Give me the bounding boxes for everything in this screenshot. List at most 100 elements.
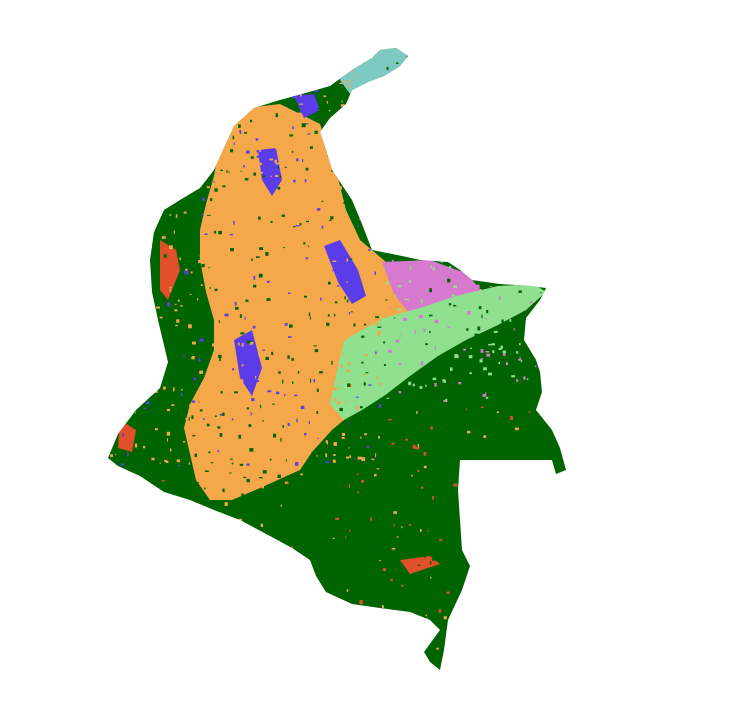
- raster-pixel: [375, 653, 378, 655]
- raster-pixel: [217, 169, 220, 173]
- raster-pixel: [493, 330, 498, 333]
- raster-pixel: [480, 358, 484, 360]
- raster-pixel: [101, 389, 104, 390]
- raster-pixel: [453, 415, 457, 418]
- raster-pixel: [149, 163, 151, 166]
- raster-pixel: [230, 193, 233, 198]
- raster-pixel: [272, 403, 275, 405]
- raster-pixel: [368, 126, 372, 128]
- raster-pixel: [380, 181, 382, 183]
- raster-pixel: [154, 76, 157, 78]
- raster-pixel: [295, 574, 299, 579]
- raster-pixel: [556, 168, 559, 171]
- raster-pixel: [364, 433, 367, 436]
- raster-pixel: [293, 486, 297, 489]
- raster-pixel: [184, 495, 188, 499]
- raster-pixel: [258, 477, 263, 479]
- raster-pixel: [463, 463, 468, 465]
- raster-pixel: [415, 447, 420, 450]
- raster-pixel: [113, 668, 118, 670]
- raster-pixel: [503, 477, 506, 480]
- raster-pixel: [158, 349, 161, 352]
- raster-pixel: [209, 287, 211, 289]
- raster-pixel: [513, 612, 515, 617]
- raster-pixel: [259, 636, 261, 638]
- raster-pixel: [345, 536, 347, 539]
- raster-pixel: [452, 261, 454, 266]
- raster-pixel: [272, 667, 277, 670]
- raster-pixel: [196, 75, 199, 77]
- raster-pixel: [569, 539, 571, 543]
- raster-pixel: [391, 547, 396, 550]
- raster-pixel: [346, 589, 349, 592]
- raster-pixel: [304, 370, 308, 374]
- raster-pixel: [534, 192, 538, 196]
- raster-pixel: [487, 67, 491, 70]
- raster-pixel: [374, 352, 376, 357]
- raster-pixel: [373, 648, 376, 650]
- raster-pixel: [401, 69, 403, 72]
- raster-pixel: [541, 600, 545, 605]
- raster-pixel: [220, 95, 222, 99]
- raster-pixel: [350, 250, 354, 255]
- raster-pixel: [424, 76, 427, 79]
- raster-pixel: [483, 145, 487, 147]
- raster-pixel: [213, 213, 217, 217]
- raster-pixel: [509, 601, 514, 604]
- raster-pixel: [308, 433, 312, 438]
- raster-pixel: [555, 401, 559, 404]
- raster-pixel: [151, 355, 153, 359]
- raster-pixel: [496, 411, 499, 414]
- raster-pixel: [103, 296, 105, 297]
- raster-pixel: [535, 365, 537, 368]
- raster-pixel: [131, 64, 134, 68]
- raster-pixel: [559, 185, 563, 190]
- raster-pixel: [396, 648, 398, 650]
- raster-pixel: [108, 437, 109, 441]
- raster-pixel: [418, 238, 422, 243]
- raster-pixel: [408, 280, 412, 283]
- raster-pixel: [447, 639, 450, 644]
- raster-pixel: [110, 658, 112, 660]
- raster-pixel: [120, 306, 122, 311]
- raster-pixel: [555, 232, 559, 235]
- raster-pixel: [437, 272, 442, 274]
- raster-pixel: [347, 192, 350, 196]
- raster-pixel: [515, 85, 520, 88]
- raster-pixel: [512, 44, 513, 45]
- raster-pixel: [451, 495, 454, 500]
- raster-pixel: [252, 152, 255, 155]
- raster-pixel: [198, 337, 200, 339]
- raster-pixel: [230, 549, 234, 551]
- raster-pixel: [133, 239, 136, 243]
- raster-pixel: [244, 178, 249, 181]
- raster-pixel: [425, 519, 429, 524]
- raster-pixel: [122, 240, 125, 245]
- raster-pixel: [131, 523, 135, 527]
- raster-pixel: [425, 568, 428, 570]
- raster-pixel: [147, 619, 149, 624]
- raster-pixel: [193, 665, 195, 667]
- raster-pixel: [348, 311, 351, 315]
- raster-pixel: [181, 343, 185, 348]
- raster-pixel: [510, 457, 514, 461]
- raster-pixel: [115, 431, 118, 435]
- raster-pixel: [130, 564, 134, 569]
- raster-pixel: [176, 319, 180, 323]
- raster-pixel: [188, 478, 190, 481]
- raster-pixel: [136, 278, 138, 283]
- raster-pixel: [461, 650, 463, 652]
- raster-pixel: [277, 623, 279, 625]
- raster-pixel: [432, 486, 434, 490]
- raster-pixel: [528, 125, 531, 127]
- raster-pixel: [275, 391, 280, 395]
- raster-pixel: [344, 80, 348, 82]
- raster-pixel: [498, 295, 501, 300]
- raster-pixel: [531, 167, 535, 170]
- raster-pixel: [283, 616, 286, 618]
- raster-pixel: [532, 471, 534, 475]
- raster-pixel: [181, 669, 185, 670]
- raster-pixel: [308, 420, 310, 425]
- raster-pixel: [390, 401, 393, 405]
